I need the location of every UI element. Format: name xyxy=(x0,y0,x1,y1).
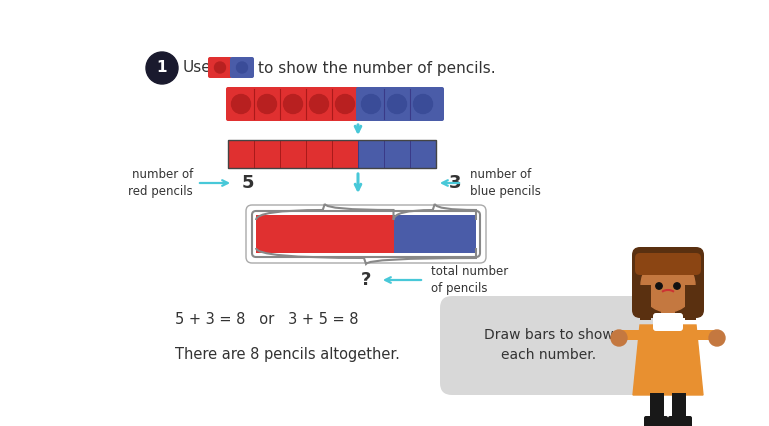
FancyBboxPatch shape xyxy=(440,296,659,395)
Bar xyxy=(306,140,332,168)
Text: 5: 5 xyxy=(241,174,255,192)
FancyBboxPatch shape xyxy=(635,253,701,275)
Bar xyxy=(254,140,280,168)
Text: Draw bars to show
each number.: Draw bars to show each number. xyxy=(484,328,614,362)
Bar xyxy=(650,393,664,421)
Polygon shape xyxy=(633,325,703,395)
Circle shape xyxy=(237,62,248,73)
Bar xyxy=(640,285,651,320)
Text: 5 + 3 = 8   or   3 + 5 = 8: 5 + 3 = 8 or 3 + 5 = 8 xyxy=(175,313,358,328)
Bar xyxy=(394,215,476,253)
Circle shape xyxy=(231,95,251,113)
Bar xyxy=(410,140,436,168)
Circle shape xyxy=(146,52,178,84)
Text: There are 8 pencils altogether.: There are 8 pencils altogether. xyxy=(175,348,400,363)
Bar xyxy=(384,140,410,168)
FancyBboxPatch shape xyxy=(226,87,360,121)
Circle shape xyxy=(309,95,328,113)
Bar xyxy=(280,140,306,168)
FancyBboxPatch shape xyxy=(653,313,683,331)
Text: number of
red pencils: number of red pencils xyxy=(128,168,193,198)
Bar xyxy=(358,140,384,168)
Circle shape xyxy=(641,258,695,312)
Circle shape xyxy=(335,95,355,113)
Circle shape xyxy=(709,330,725,346)
FancyBboxPatch shape xyxy=(644,416,668,426)
Text: 3: 3 xyxy=(449,174,461,192)
Text: number of
blue pencils: number of blue pencils xyxy=(470,168,541,198)
FancyBboxPatch shape xyxy=(356,87,444,121)
Circle shape xyxy=(215,62,225,73)
FancyBboxPatch shape xyxy=(632,247,704,318)
FancyBboxPatch shape xyxy=(230,57,254,78)
Circle shape xyxy=(388,95,407,113)
Bar xyxy=(661,310,675,320)
Circle shape xyxy=(361,95,381,113)
Bar xyxy=(694,330,714,340)
Circle shape xyxy=(284,95,302,113)
Bar xyxy=(256,215,394,253)
FancyBboxPatch shape xyxy=(208,57,232,78)
FancyBboxPatch shape xyxy=(668,416,692,426)
Bar xyxy=(332,140,358,168)
Bar xyxy=(672,393,686,421)
FancyBboxPatch shape xyxy=(246,205,486,263)
Circle shape xyxy=(414,95,432,113)
Circle shape xyxy=(258,95,277,113)
Text: 1: 1 xyxy=(157,60,167,75)
Circle shape xyxy=(656,283,662,289)
Text: Use: Use xyxy=(183,60,211,75)
Bar xyxy=(622,330,642,340)
Circle shape xyxy=(674,283,681,289)
Bar xyxy=(685,285,696,320)
Bar xyxy=(228,140,436,168)
Text: total number
of pencils: total number of pencils xyxy=(431,265,508,295)
Text: ?: ? xyxy=(361,271,371,289)
Text: to show the number of pencils.: to show the number of pencils. xyxy=(258,60,496,75)
Bar xyxy=(228,140,254,168)
Circle shape xyxy=(611,330,627,346)
